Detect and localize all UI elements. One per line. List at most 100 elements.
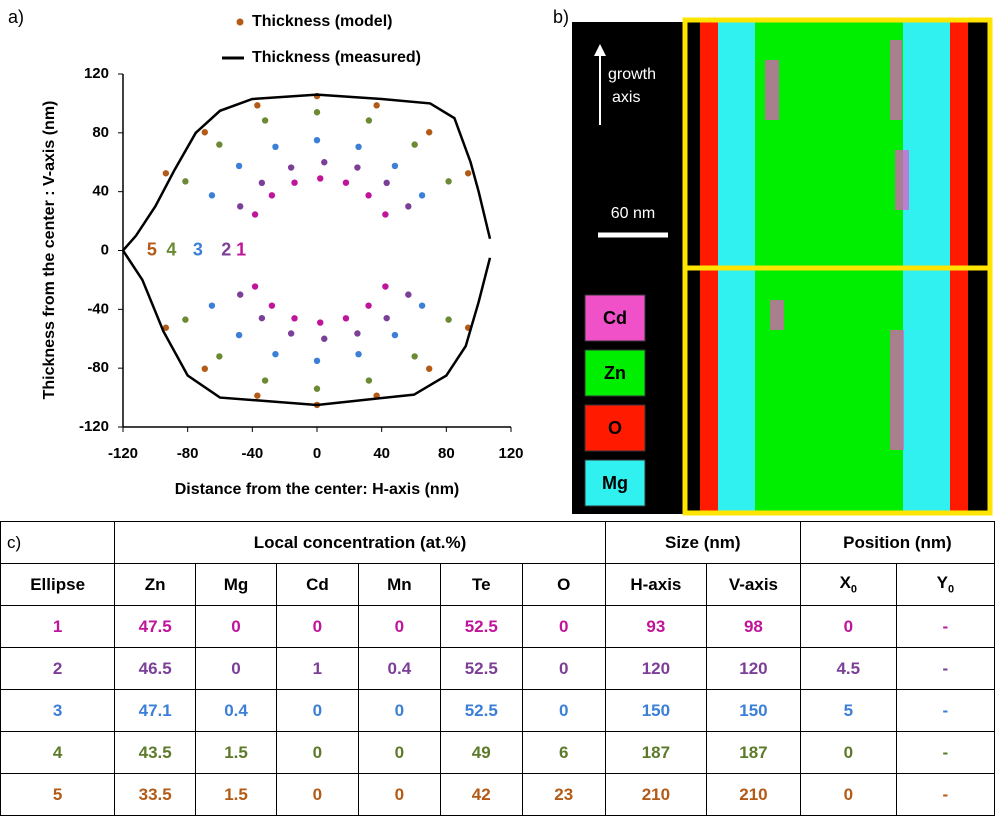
model-point bbox=[365, 377, 373, 384]
table-cell: 6 bbox=[521, 731, 606, 774]
legend-label: Cd bbox=[603, 308, 627, 328]
header-text: H-axis bbox=[630, 574, 682, 594]
y-tick-label: 40 bbox=[92, 183, 109, 200]
model-point bbox=[162, 170, 170, 177]
table-cell: 0 bbox=[275, 773, 359, 816]
model-point bbox=[418, 302, 426, 309]
table-cell: 3 bbox=[0, 689, 116, 732]
model-point bbox=[373, 102, 380, 109]
table-cell: - bbox=[895, 647, 995, 690]
table-cell: 0 bbox=[799, 605, 897, 648]
model-point bbox=[321, 159, 328, 166]
table-cell: 0 bbox=[357, 689, 441, 732]
model-point bbox=[445, 178, 452, 185]
column-header: Zn bbox=[114, 563, 197, 606]
header-subscript: 0 bbox=[850, 583, 858, 596]
model-point bbox=[272, 350, 279, 358]
model-point bbox=[216, 141, 223, 148]
model-point bbox=[201, 365, 209, 372]
table-cell: 0 bbox=[275, 689, 359, 732]
panel-label: b) bbox=[553, 7, 569, 27]
table-cell: 1 bbox=[275, 647, 359, 690]
model-point bbox=[355, 143, 362, 151]
x-tick-label: 40 bbox=[373, 445, 390, 462]
table-cell: 0 bbox=[521, 605, 606, 648]
ring-label: 4 bbox=[166, 239, 176, 259]
y-tick-label: 0 bbox=[101, 241, 109, 258]
y-tick-label: -80 bbox=[87, 359, 109, 376]
figure: a) b) Distance from the center: H-axis (… bbox=[8, 7, 993, 516]
model-point bbox=[251, 283, 259, 290]
legend-marker bbox=[236, 18, 244, 26]
y-tick-label: -40 bbox=[87, 300, 109, 317]
table-cell: 1 bbox=[0, 605, 116, 648]
legend-label: Zn bbox=[604, 363, 626, 383]
model-point bbox=[445, 316, 452, 323]
x-tick-label: 120 bbox=[498, 445, 523, 462]
header-subscript: 0 bbox=[947, 583, 955, 596]
model-point bbox=[354, 164, 361, 171]
y-axis-label: Thickness from the center : V-axis (nm) bbox=[41, 101, 58, 400]
column-header: Y0 bbox=[895, 563, 995, 606]
table-cell: 0 bbox=[521, 647, 606, 690]
model-point bbox=[291, 179, 298, 186]
column-header: Cd bbox=[275, 563, 359, 606]
model-point bbox=[354, 330, 361, 337]
table-cell: 2 bbox=[0, 647, 116, 690]
panel-label: c) bbox=[0, 521, 116, 564]
model-point bbox=[321, 335, 328, 342]
model-point bbox=[261, 377, 269, 384]
model-point bbox=[216, 353, 223, 360]
model-point bbox=[405, 291, 412, 298]
legend-label: Thickness (model) bbox=[252, 13, 392, 30]
model-point bbox=[258, 179, 266, 187]
model-point bbox=[342, 179, 350, 186]
model-point bbox=[251, 211, 259, 218]
table-cell: 49 bbox=[439, 731, 523, 774]
y-tick-label: -120 bbox=[79, 418, 109, 435]
model-point bbox=[365, 302, 372, 309]
table-cell: 52.5 bbox=[439, 647, 523, 690]
model-point bbox=[365, 192, 372, 199]
measured-line bbox=[121, 93, 492, 407]
model-point bbox=[237, 203, 244, 210]
column-header: Ellipse bbox=[0, 563, 116, 606]
model-point bbox=[391, 162, 399, 170]
table-cell: - bbox=[895, 689, 995, 732]
legend-label: Mg bbox=[602, 473, 628, 493]
header-text: X bbox=[839, 573, 851, 593]
model-point bbox=[254, 102, 261, 109]
header-text: Cd bbox=[306, 574, 329, 594]
table-cell: 120 bbox=[604, 647, 708, 690]
table-cell: 0 bbox=[799, 731, 897, 774]
model-point bbox=[317, 319, 324, 326]
model-point bbox=[162, 324, 170, 331]
column-header: O bbox=[521, 563, 606, 606]
model-point bbox=[258, 314, 266, 322]
table-cell: 47.1 bbox=[114, 689, 197, 732]
model-point bbox=[313, 109, 321, 116]
model-point bbox=[237, 291, 244, 298]
table-cell: 0.4 bbox=[357, 647, 441, 690]
table-cell: 4 bbox=[0, 731, 116, 774]
column-header: X0 bbox=[799, 563, 897, 606]
table-cell: 43.5 bbox=[114, 731, 197, 774]
table-cell: 47.5 bbox=[114, 605, 197, 648]
table-cell: 23 bbox=[521, 773, 606, 816]
table-cell: - bbox=[895, 731, 995, 774]
micrograph bbox=[572, 17, 993, 516]
model-point bbox=[382, 283, 389, 290]
table-cell: 0 bbox=[357, 605, 441, 648]
model-point bbox=[411, 353, 418, 360]
panel-label: a) bbox=[8, 7, 24, 27]
table-cell: 0 bbox=[195, 647, 277, 690]
header-text: V-axis bbox=[728, 574, 779, 594]
column-header: H-axis bbox=[604, 563, 708, 606]
scale-bar-label: 60 nm bbox=[611, 205, 655, 222]
table-cell: 46.5 bbox=[114, 647, 197, 690]
model-point bbox=[254, 392, 261, 399]
arrow-text: axis bbox=[612, 89, 640, 106]
model-point bbox=[355, 350, 362, 358]
x-tick-label: 80 bbox=[438, 445, 455, 462]
